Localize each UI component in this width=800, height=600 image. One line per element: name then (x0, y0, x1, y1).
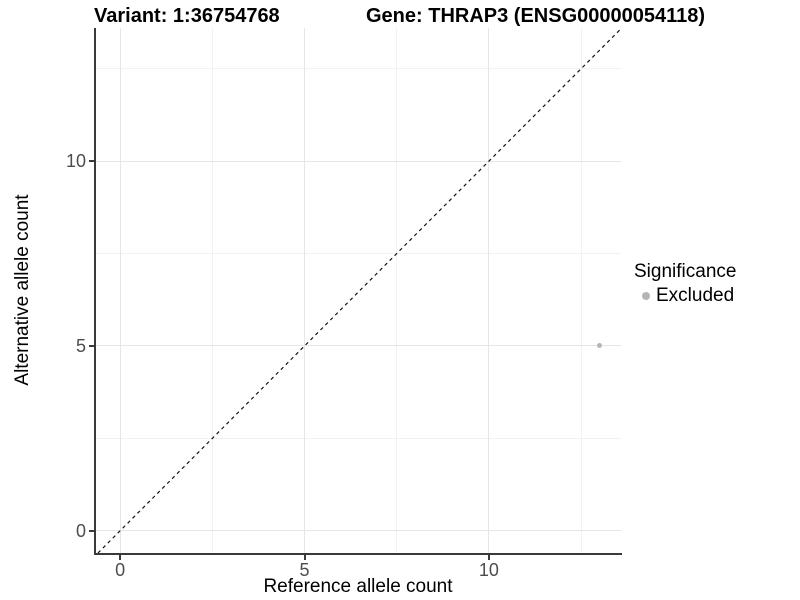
legend: Significance Excluded (634, 260, 736, 307)
grid-minor-y (95, 253, 621, 255)
x-tick-mark (487, 555, 490, 560)
gene-title: Gene: THRAP3 (ENSG00000054118) (366, 5, 706, 27)
legend-items: Excluded (634, 284, 736, 307)
y-tick-label: 0 (75, 520, 86, 541)
grid-minor-y (95, 437, 621, 439)
y-tick-label: 10 (65, 151, 86, 172)
grid-minor-x (211, 28, 213, 553)
grid-major-x (304, 28, 305, 553)
y-axis-title: Alternative allele count (12, 194, 33, 386)
grid-major-x (488, 28, 490, 553)
x-tick-label: 0 (115, 560, 126, 580)
y-tick-mark (89, 160, 94, 163)
grid-major-y (95, 530, 621, 532)
y-tick-mark (89, 529, 94, 532)
grid-major-x (119, 28, 121, 553)
grid-major-y (95, 160, 621, 162)
legend-item-label: Excluded (656, 285, 735, 306)
plot-panel (95, 28, 621, 553)
legend-title: Significance (634, 261, 737, 282)
grid-minor-x (580, 28, 582, 553)
y-tick-mark (89, 344, 94, 347)
x-tick-label: 10 (478, 560, 499, 580)
legend-item: Excluded (634, 284, 736, 307)
identity-line (97, 28, 621, 553)
grid-minor-y (95, 68, 621, 70)
legend-key-icon (642, 291, 650, 300)
data-point (597, 343, 603, 349)
grid-major-y (95, 345, 621, 347)
y-tick-label: 5 (75, 335, 86, 356)
variant-title: Variant: 1:36754768 (94, 5, 280, 27)
y-axis-line (94, 28, 96, 555)
x-tick-mark (119, 555, 122, 560)
x-axis-title: Reference allele count (263, 576, 453, 597)
x-axis-line (94, 553, 622, 555)
identity-dashed-line (97, 28, 621, 553)
grid-minor-x (396, 28, 398, 553)
x-tick-label: 5 (299, 560, 310, 580)
x-tick-mark (303, 555, 306, 560)
